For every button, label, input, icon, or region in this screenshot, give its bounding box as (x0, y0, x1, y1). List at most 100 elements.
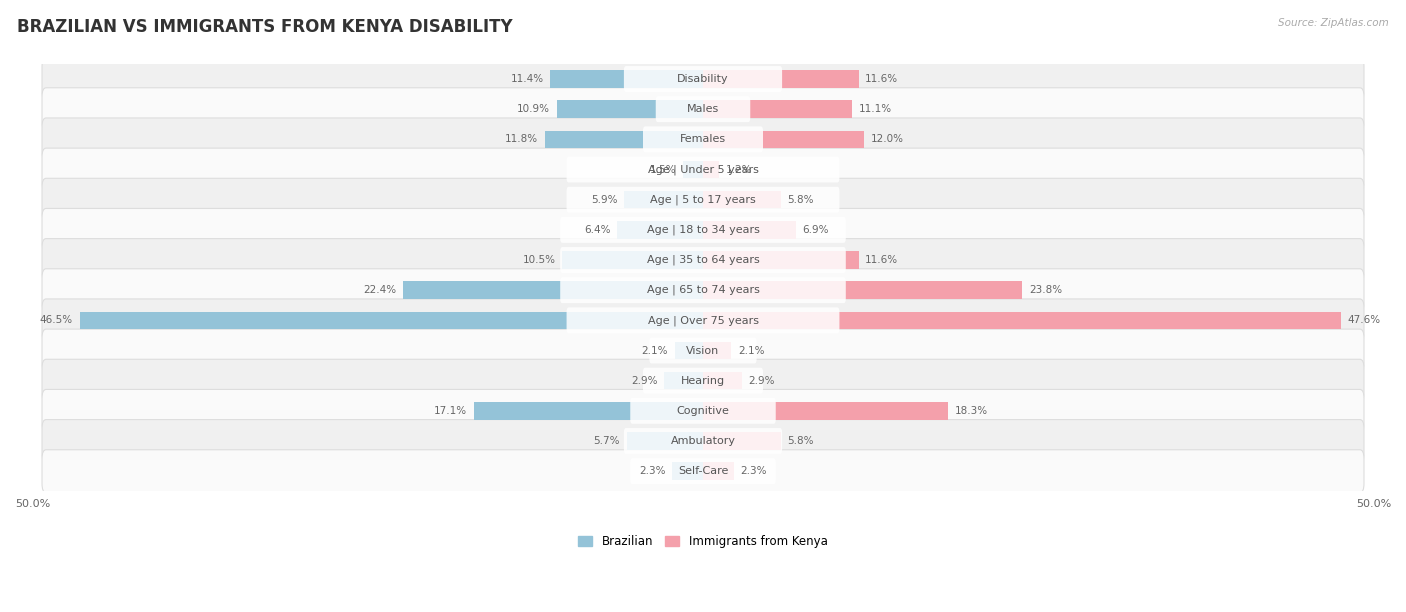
Text: 5.9%: 5.9% (591, 195, 617, 204)
FancyBboxPatch shape (42, 239, 1364, 282)
Bar (550, 70, 703, 88)
Text: Males: Males (688, 104, 718, 114)
FancyBboxPatch shape (643, 127, 763, 152)
Bar (402, 282, 703, 299)
FancyBboxPatch shape (650, 338, 756, 364)
Text: 5.7%: 5.7% (593, 436, 620, 446)
Bar (703, 70, 859, 88)
Text: 23.8%: 23.8% (1029, 285, 1062, 295)
Text: 18.3%: 18.3% (955, 406, 988, 416)
Text: Age | 35 to 64 years: Age | 35 to 64 years (647, 255, 759, 265)
Text: Vision: Vision (686, 346, 720, 356)
FancyBboxPatch shape (630, 398, 776, 424)
FancyBboxPatch shape (42, 178, 1364, 221)
Bar (474, 402, 703, 420)
Bar (703, 402, 949, 420)
Text: 2.3%: 2.3% (638, 466, 665, 476)
Text: 1.5%: 1.5% (650, 165, 676, 174)
Bar (80, 312, 703, 329)
Text: 6.4%: 6.4% (583, 225, 610, 235)
Text: 6.9%: 6.9% (803, 225, 828, 235)
Text: 2.1%: 2.1% (738, 346, 765, 356)
Text: BRAZILIAN VS IMMIGRANTS FROM KENYA DISABILITY: BRAZILIAN VS IMMIGRANTS FROM KENYA DISAB… (17, 18, 513, 36)
Bar (683, 161, 703, 178)
Text: 2.9%: 2.9% (748, 376, 775, 386)
Text: Ambulatory: Ambulatory (671, 436, 735, 446)
Bar (544, 130, 703, 148)
Bar (703, 191, 780, 209)
Text: Disability: Disability (678, 74, 728, 84)
Text: 10.5%: 10.5% (523, 255, 555, 265)
Text: Self-Care: Self-Care (678, 466, 728, 476)
Text: Source: ZipAtlas.com: Source: ZipAtlas.com (1278, 18, 1389, 28)
FancyBboxPatch shape (567, 307, 839, 334)
Bar (617, 221, 703, 239)
Text: Age | Under 5 years: Age | Under 5 years (648, 164, 758, 175)
Bar (624, 191, 703, 209)
FancyBboxPatch shape (42, 209, 1364, 252)
Text: 11.8%: 11.8% (505, 135, 538, 144)
Text: 11.6%: 11.6% (865, 255, 898, 265)
Text: 10.9%: 10.9% (517, 104, 550, 114)
Bar (675, 341, 703, 359)
Text: 22.4%: 22.4% (363, 285, 396, 295)
FancyBboxPatch shape (42, 88, 1364, 130)
FancyBboxPatch shape (624, 66, 782, 92)
FancyBboxPatch shape (42, 118, 1364, 161)
Bar (672, 463, 703, 480)
FancyBboxPatch shape (42, 329, 1364, 372)
Text: 2.3%: 2.3% (741, 466, 768, 476)
Text: Age | 18 to 34 years: Age | 18 to 34 years (647, 225, 759, 235)
Text: Cognitive: Cognitive (676, 406, 730, 416)
Bar (703, 372, 742, 389)
Bar (703, 130, 863, 148)
Bar (627, 432, 703, 450)
Bar (703, 161, 718, 178)
Bar (664, 372, 703, 389)
Bar (703, 312, 1341, 329)
FancyBboxPatch shape (567, 157, 839, 182)
Legend: Brazilian, Immigrants from Kenya: Brazilian, Immigrants from Kenya (574, 531, 832, 553)
FancyBboxPatch shape (560, 277, 846, 303)
Text: Females: Females (681, 135, 725, 144)
Text: 1.2%: 1.2% (725, 165, 752, 174)
Bar (703, 100, 852, 118)
Bar (557, 100, 703, 118)
Text: 11.4%: 11.4% (510, 74, 544, 84)
Text: 46.5%: 46.5% (39, 315, 73, 326)
FancyBboxPatch shape (42, 389, 1364, 432)
FancyBboxPatch shape (624, 428, 782, 454)
FancyBboxPatch shape (42, 269, 1364, 312)
Bar (703, 252, 859, 269)
FancyBboxPatch shape (643, 368, 763, 394)
FancyBboxPatch shape (560, 247, 846, 273)
Text: Hearing: Hearing (681, 376, 725, 386)
FancyBboxPatch shape (655, 96, 751, 122)
FancyBboxPatch shape (42, 299, 1364, 341)
FancyBboxPatch shape (42, 359, 1364, 402)
Bar (703, 341, 731, 359)
Bar (703, 282, 1022, 299)
FancyBboxPatch shape (42, 420, 1364, 463)
FancyBboxPatch shape (42, 450, 1364, 493)
FancyBboxPatch shape (567, 187, 839, 212)
Text: 11.6%: 11.6% (865, 74, 898, 84)
Bar (703, 221, 796, 239)
Text: 17.1%: 17.1% (434, 406, 467, 416)
Bar (703, 463, 734, 480)
Text: 12.0%: 12.0% (870, 135, 904, 144)
FancyBboxPatch shape (560, 217, 846, 243)
Text: 5.8%: 5.8% (787, 195, 814, 204)
Text: 2.9%: 2.9% (631, 376, 658, 386)
Text: 47.6%: 47.6% (1348, 315, 1381, 326)
FancyBboxPatch shape (630, 458, 776, 484)
Text: Age | 5 to 17 years: Age | 5 to 17 years (650, 195, 756, 205)
Text: 11.1%: 11.1% (859, 104, 891, 114)
Text: 2.1%: 2.1% (641, 346, 668, 356)
FancyBboxPatch shape (42, 148, 1364, 191)
Text: 5.8%: 5.8% (787, 436, 814, 446)
Text: Age | Over 75 years: Age | Over 75 years (648, 315, 758, 326)
Text: Age | 65 to 74 years: Age | 65 to 74 years (647, 285, 759, 296)
FancyBboxPatch shape (42, 58, 1364, 100)
Bar (562, 252, 703, 269)
